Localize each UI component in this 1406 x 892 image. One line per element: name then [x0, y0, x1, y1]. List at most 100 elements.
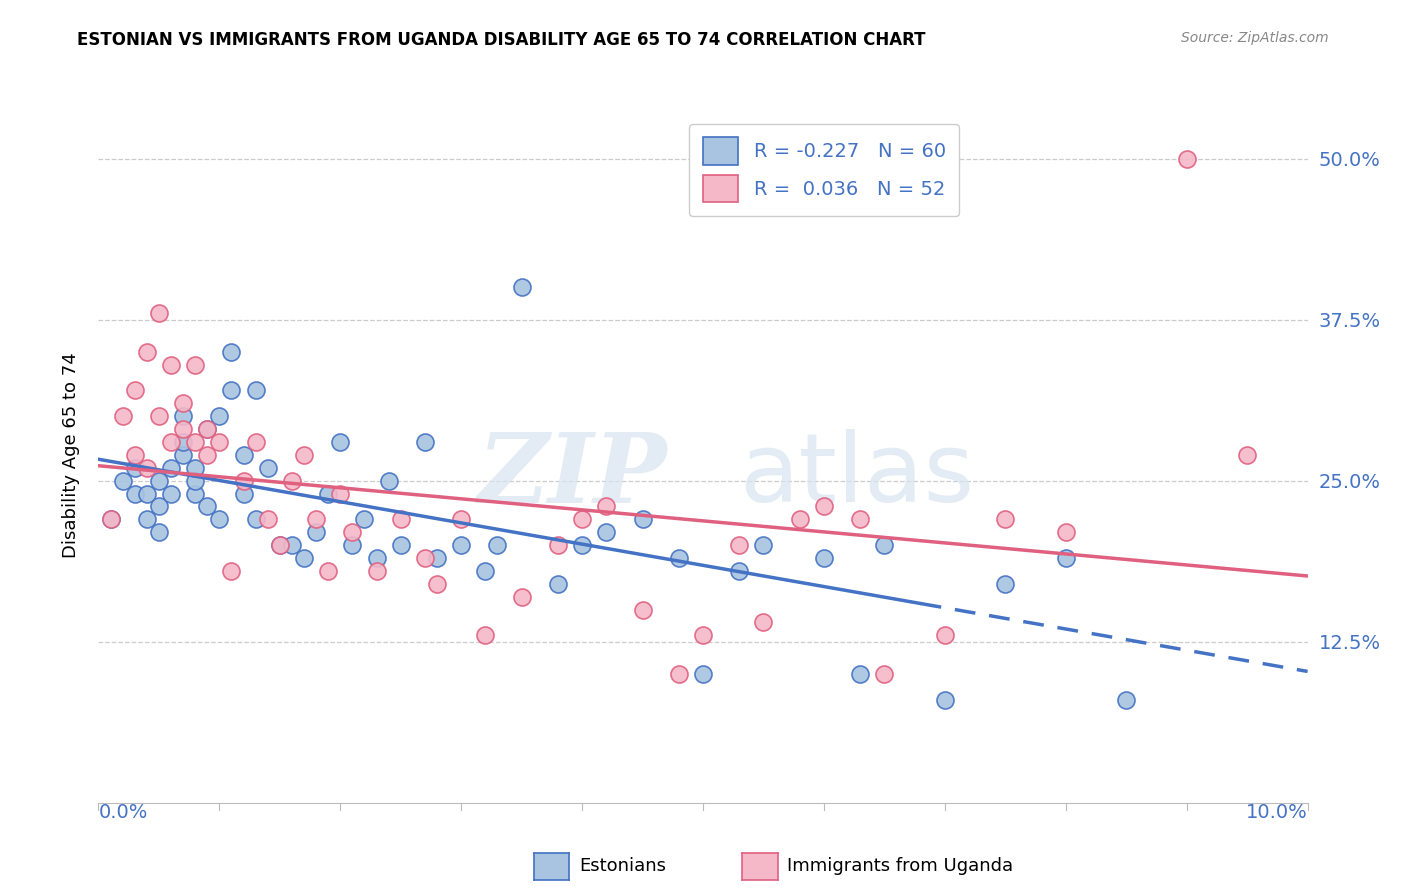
Point	[329, 435, 352, 450]
Point	[305, 525, 328, 540]
Point	[124, 460, 146, 475]
Point	[184, 474, 207, 488]
Point	[208, 512, 231, 526]
Y-axis label: Disability Age 65 to 74: Disability Age 65 to 74	[62, 352, 80, 558]
Point	[547, 538, 569, 552]
Point	[1236, 448, 1258, 462]
Point	[195, 500, 218, 514]
Point	[221, 564, 243, 578]
Point	[135, 460, 157, 475]
Point	[873, 538, 896, 552]
Point	[668, 667, 690, 681]
Point	[366, 551, 388, 566]
Point	[510, 590, 533, 604]
Point	[934, 692, 956, 706]
Text: ZIP: ZIP	[477, 429, 666, 523]
Point	[232, 448, 254, 462]
Point	[245, 384, 267, 398]
Point	[232, 474, 254, 488]
Point	[135, 486, 157, 500]
Point	[813, 551, 835, 566]
Point	[631, 512, 654, 526]
Text: ESTONIAN VS IMMIGRANTS FROM UGANDA DISABILITY AGE 65 TO 74 CORRELATION CHART: ESTONIAN VS IMMIGRANTS FROM UGANDA DISAB…	[77, 31, 925, 49]
Point	[353, 512, 375, 526]
Point	[160, 486, 183, 500]
Point	[377, 474, 399, 488]
Point	[111, 409, 134, 424]
Point	[426, 576, 449, 591]
Text: 0.0%: 0.0%	[98, 803, 148, 822]
Point	[148, 474, 170, 488]
Point	[813, 500, 835, 514]
Point	[292, 551, 315, 566]
Point	[184, 435, 207, 450]
Point	[849, 667, 872, 681]
Point	[728, 564, 751, 578]
Point	[994, 512, 1017, 526]
Point	[195, 422, 218, 436]
Point	[256, 460, 278, 475]
Point	[135, 512, 157, 526]
Point	[316, 564, 339, 578]
Point	[849, 512, 872, 526]
Point	[547, 576, 569, 591]
Point	[208, 409, 231, 424]
Point	[426, 551, 449, 566]
Point	[292, 448, 315, 462]
Point	[450, 512, 472, 526]
Point	[752, 615, 775, 630]
Point	[789, 512, 811, 526]
Point	[172, 396, 194, 410]
Point	[934, 628, 956, 642]
Point	[342, 525, 364, 540]
Point	[571, 538, 593, 552]
Point	[366, 564, 388, 578]
Point	[342, 538, 364, 552]
Point	[184, 486, 207, 500]
Point	[208, 435, 231, 450]
Point	[172, 409, 194, 424]
Point	[413, 551, 436, 566]
Text: atlas: atlas	[740, 429, 974, 523]
Point	[595, 525, 617, 540]
Point	[281, 474, 304, 488]
Point	[221, 344, 243, 359]
Point	[172, 422, 194, 436]
Point	[510, 280, 533, 294]
Point	[1175, 152, 1198, 166]
Point	[1115, 692, 1137, 706]
Point	[124, 486, 146, 500]
Point	[389, 538, 412, 552]
Point	[873, 667, 896, 681]
Point	[184, 358, 207, 372]
Point	[269, 538, 291, 552]
Point	[474, 628, 496, 642]
Point	[184, 460, 207, 475]
Point	[571, 512, 593, 526]
Point	[172, 435, 194, 450]
Point	[148, 500, 170, 514]
Point	[631, 602, 654, 616]
Point	[281, 538, 304, 552]
Point	[160, 435, 183, 450]
Point	[692, 667, 714, 681]
Point	[148, 525, 170, 540]
Point	[100, 512, 122, 526]
Point	[245, 512, 267, 526]
Point	[232, 486, 254, 500]
Point	[195, 422, 218, 436]
Point	[245, 435, 267, 450]
Text: 10.0%: 10.0%	[1246, 803, 1308, 822]
Point	[269, 538, 291, 552]
Point	[148, 306, 170, 320]
Text: Estonians: Estonians	[579, 857, 666, 875]
Point	[389, 512, 412, 526]
Point	[728, 538, 751, 552]
Text: Immigrants from Uganda: Immigrants from Uganda	[787, 857, 1014, 875]
Point	[124, 384, 146, 398]
Point	[486, 538, 509, 552]
Point	[316, 486, 339, 500]
Point	[329, 486, 352, 500]
Point	[692, 628, 714, 642]
Point	[450, 538, 472, 552]
